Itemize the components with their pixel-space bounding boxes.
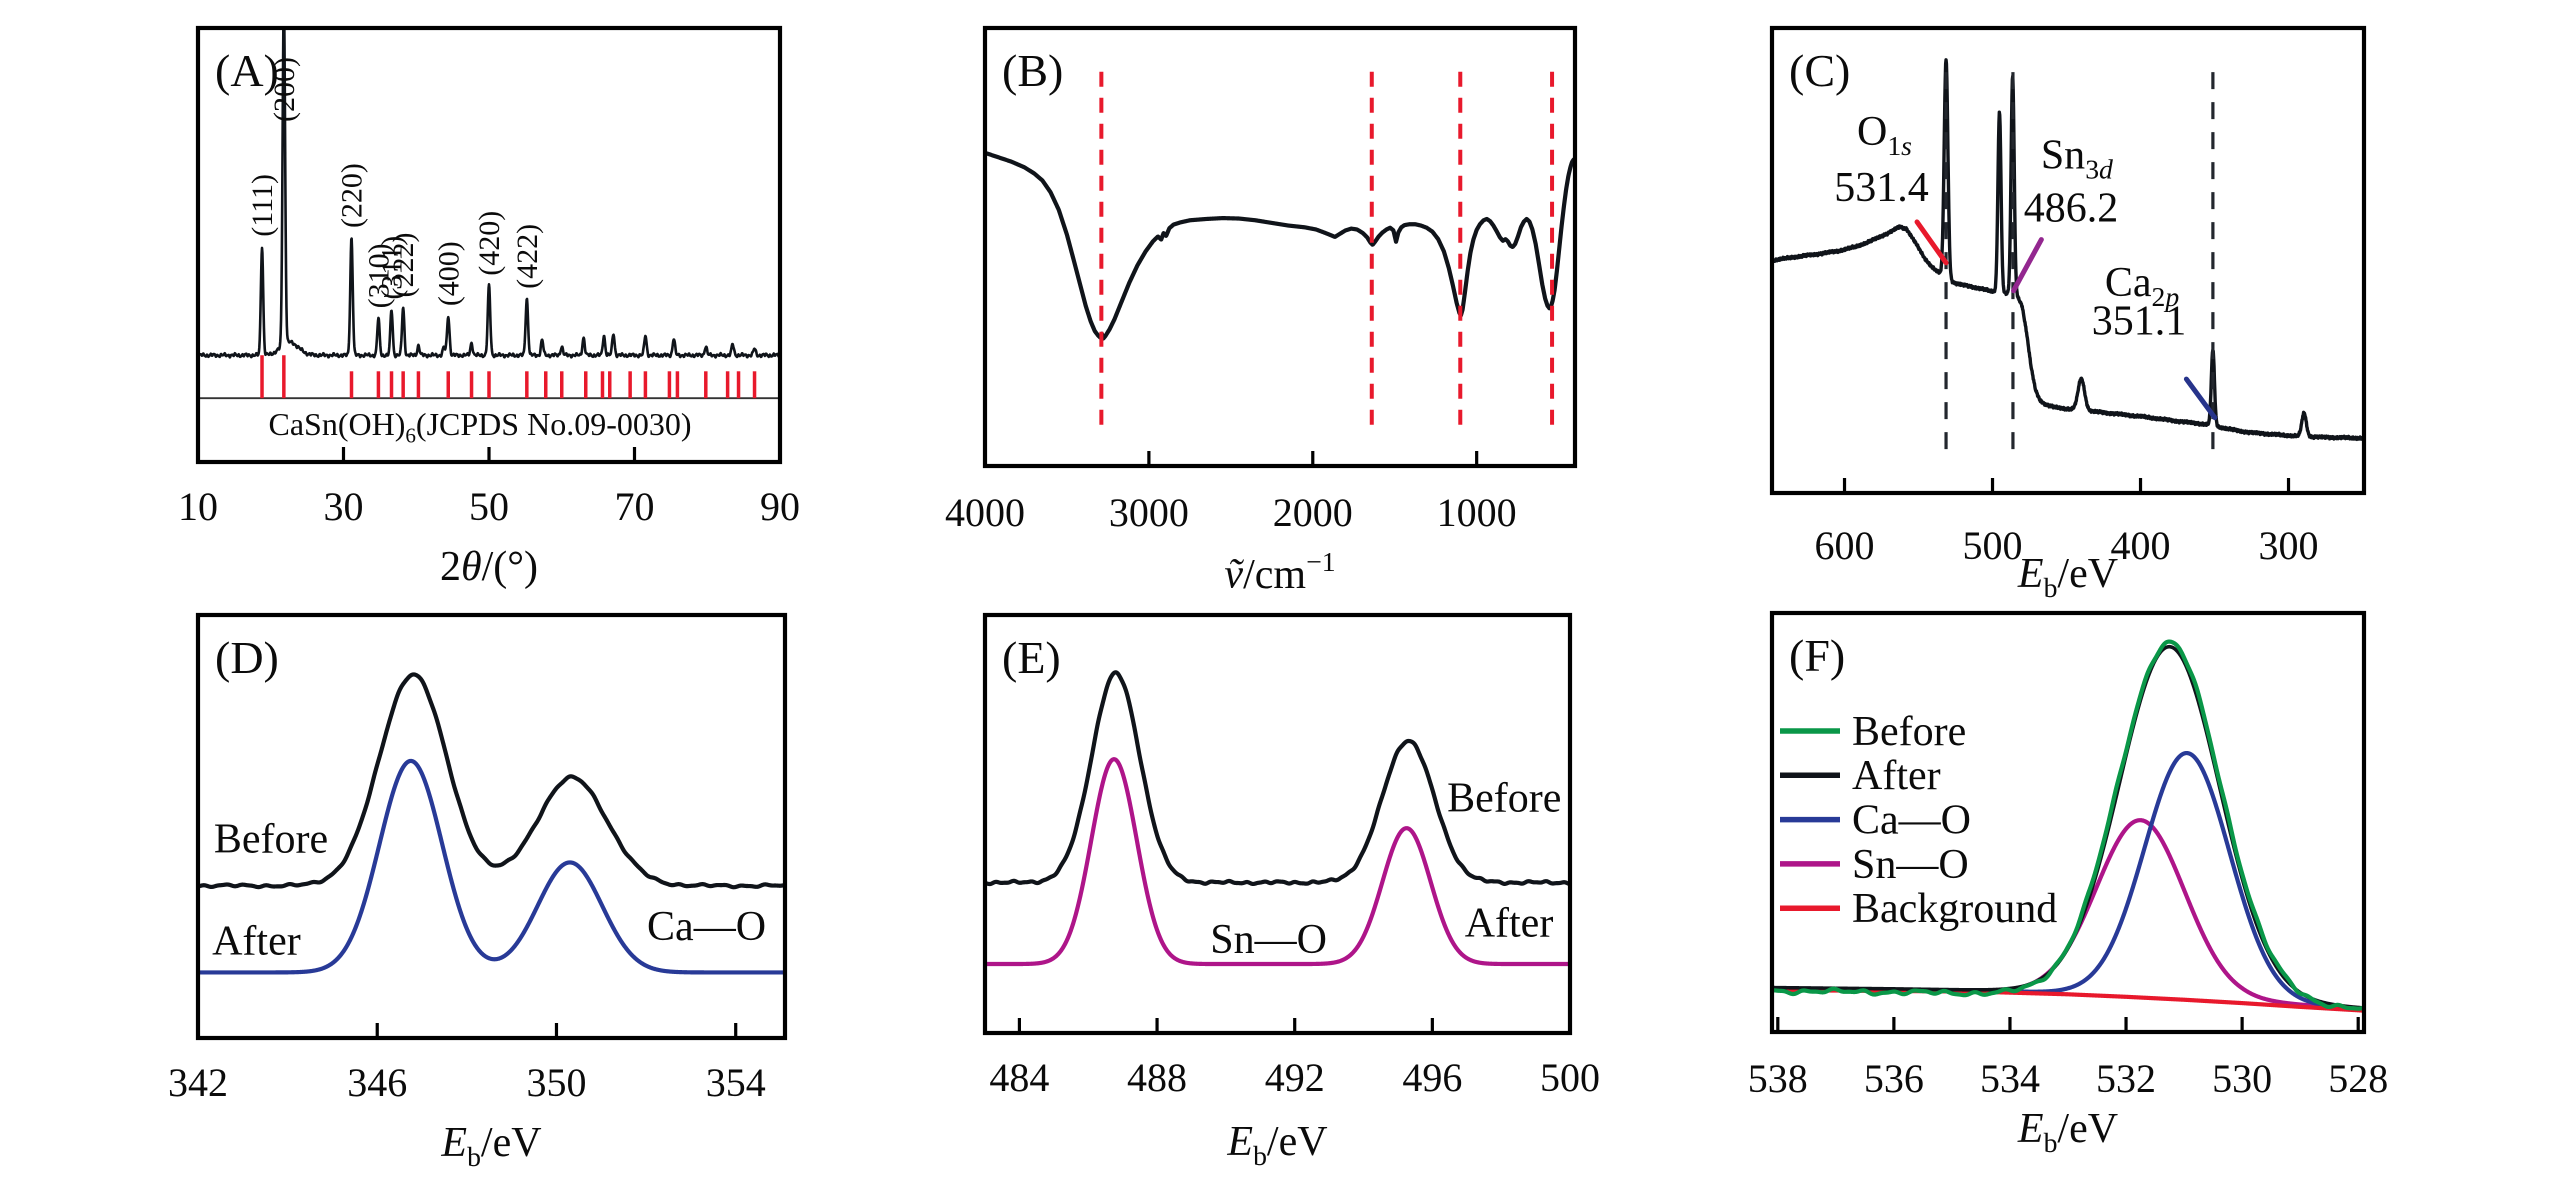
axis-label: Eb/eV [2017, 551, 2118, 603]
tick-label: 4000 [945, 490, 1025, 535]
panel-border [1769, 610, 2367, 1035]
tick-label: 1000 [1437, 490, 1517, 535]
panel-letter: (A) [215, 45, 279, 96]
tick-label: 600 [1815, 523, 1875, 568]
tick-label: 10 [178, 484, 218, 529]
sn3d-pointer [2011, 237, 2044, 294]
tick-label: 488 [1127, 1055, 1187, 1100]
axis-label: ṽ/cm−1 [1224, 546, 1335, 598]
tick-label: 50 [469, 484, 509, 529]
after-label: After [1465, 901, 1554, 947]
legend-label: Sn—O [1852, 842, 1969, 888]
peak-label: (200) [268, 57, 301, 122]
ca2p-pointer [2183, 376, 2218, 421]
ca2p-value: 351.1 [2092, 299, 2187, 345]
panel-A: CaSn(OH)6(JCPDS No.09-0030) (111) (200) (22… [178, 25, 800, 590]
tick-label: 532 [2096, 1056, 2156, 1101]
before-label: Before [1447, 776, 1561, 822]
tick-label: 534 [1980, 1056, 2040, 1101]
axis-label: Eb/eV [2017, 1106, 2118, 1158]
axis-label: Eb/eV [1226, 1119, 1327, 1171]
curve-before [985, 670, 1570, 887]
panel-letter: (B) [1002, 45, 1063, 96]
curve-after [985, 757, 1570, 967]
tick-label: 492 [1265, 1055, 1325, 1100]
tick-label: 528 [2328, 1056, 2388, 1101]
panel-E: Sn—O Before After 484 488 492 496 500 Eb/eV (E) [982, 612, 1600, 1171]
panel-B: 4000 3000 2000 1000 ṽ/cm−1 (B) [945, 25, 1578, 598]
tick-label: 350 [526, 1060, 586, 1105]
axis-label: Eb/eV [440, 1120, 541, 1172]
panel-border [1769, 25, 2367, 496]
o1s-label: O1s [1857, 109, 1912, 161]
panel-border [982, 25, 1578, 469]
tick-label: 2000 [1273, 490, 1353, 535]
legend-label: Background [1852, 886, 2057, 932]
tick-label: 530 [2212, 1056, 2272, 1101]
reference-label: CaSn(OH)6(JCPDS No.09-0030) [268, 406, 691, 448]
panel-letter: (E) [1002, 632, 1061, 683]
axis-label: 2θ/(°) [440, 544, 538, 590]
curve-ftir-spectrum [985, 150, 1575, 341]
tick-label: 300 [2259, 523, 2319, 568]
tick-label: 342 [168, 1060, 228, 1105]
tick-label: 70 [615, 484, 655, 529]
o1s-pointer [1914, 219, 1949, 266]
ca2p-label: Ca2p [2105, 260, 2180, 312]
tick-label: 354 [706, 1060, 766, 1105]
tick-label: 484 [989, 1055, 1049, 1100]
sn-o-label: Sn—O [1210, 917, 1327, 963]
panel-D: Before After Ca—O 342 346 350 354 Eb/eV (D) [168, 612, 788, 1172]
peak-label: (422) [511, 224, 544, 289]
tick-label: 90 [760, 484, 800, 529]
tick-label: 500 [1963, 523, 2023, 568]
curve-xrd-pattern [198, 28, 780, 359]
panel-letter: (D) [215, 632, 279, 683]
tick-label: 346 [347, 1060, 407, 1105]
legend-label: After [1852, 753, 1941, 799]
peak-label: (222) [387, 233, 420, 298]
before-label: Before [214, 817, 328, 863]
o1s-value: 531.4 [1834, 165, 1929, 211]
peak-label: (420) [473, 211, 506, 276]
tick-label: 538 [1748, 1056, 1808, 1101]
legend-label: Ca—O [1852, 797, 1971, 843]
tick-label: 3000 [1109, 490, 1189, 535]
after-label: After [212, 919, 301, 965]
legend-label: Before [1852, 709, 1966, 755]
sn3d-value: 486.2 [2024, 186, 2119, 232]
panel-letter: (C) [1789, 45, 1850, 96]
peak-label: (310) [362, 243, 395, 308]
tick-label: 536 [1864, 1056, 1924, 1101]
ca-o-label: Ca—O [647, 904, 766, 950]
curve-xps-survey [1772, 58, 2364, 442]
panel-border [982, 612, 1573, 1036]
peak-label: (311) [376, 236, 409, 300]
tick-label: 500 [1540, 1055, 1600, 1100]
panel-border [195, 612, 788, 1041]
peak-label: (220) [336, 163, 369, 228]
panel-letter: (F) [1789, 630, 1845, 681]
curve-before [198, 672, 785, 890]
peak-label: (111) [246, 174, 279, 237]
sn3d-label: Sn3d [2041, 132, 2113, 184]
peak-label: (400) [432, 241, 465, 306]
curve-after [198, 758, 785, 975]
tick-label: 496 [1402, 1055, 1462, 1100]
tick-label: 400 [2111, 523, 2171, 568]
curve-before [1772, 639, 2364, 1011]
curve-background [1772, 988, 2364, 1013]
tick-label: 30 [324, 484, 364, 529]
